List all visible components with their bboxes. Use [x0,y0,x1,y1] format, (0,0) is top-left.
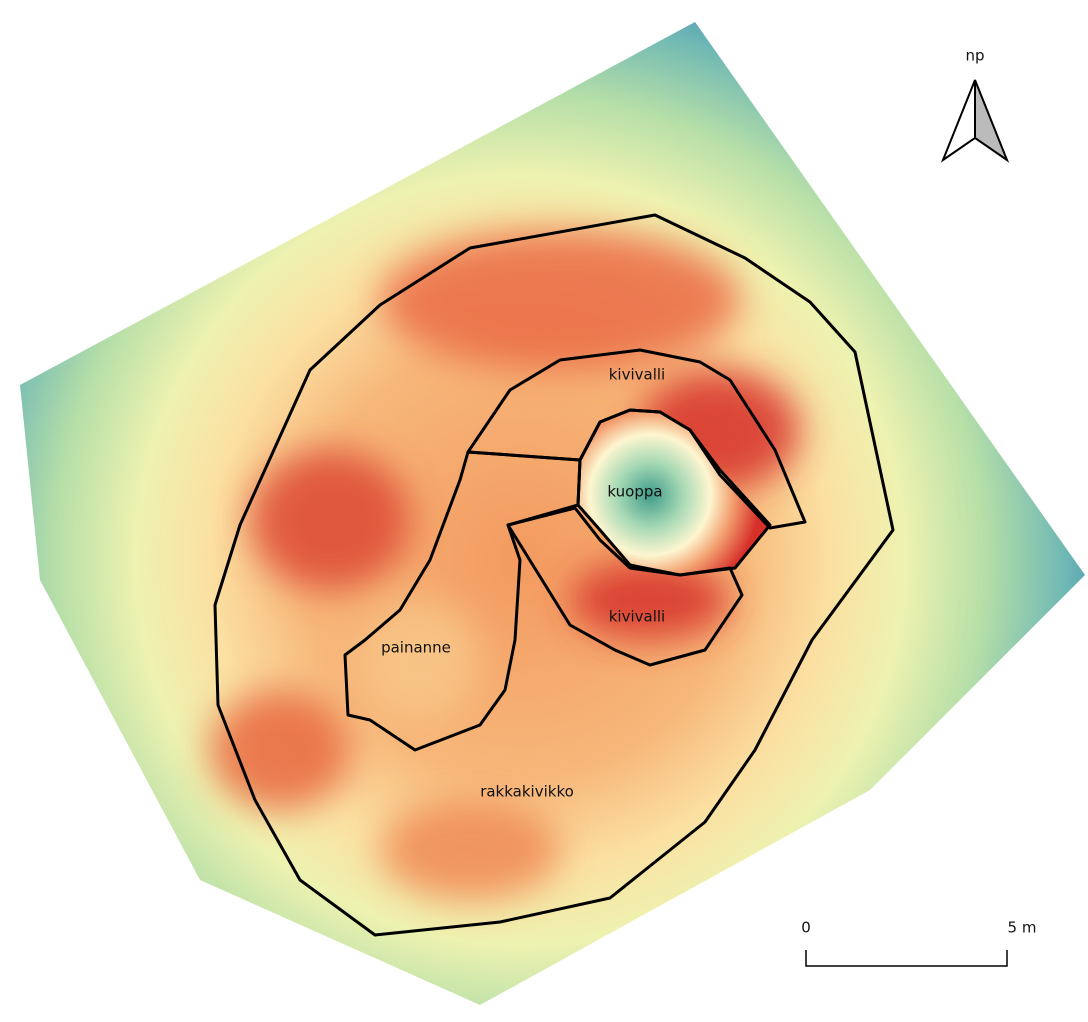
area-label: painanne [381,639,451,657]
north-label: np [965,47,984,65]
area-outline [213,213,895,937]
area-label: rakkakivikko [480,783,574,801]
area-outline [576,408,772,577]
scale-label: 5 m [1008,919,1037,937]
area-label: kuoppa [607,483,662,501]
scale-bar: 0 5 m [801,919,1036,967]
area-label: kivivalli [609,608,665,626]
area-outline [343,450,582,752]
scale-label: 0 [801,919,811,937]
north-arrow: np [940,47,1010,163]
area-label: kivivalli [609,366,665,384]
area-outline [506,506,744,667]
